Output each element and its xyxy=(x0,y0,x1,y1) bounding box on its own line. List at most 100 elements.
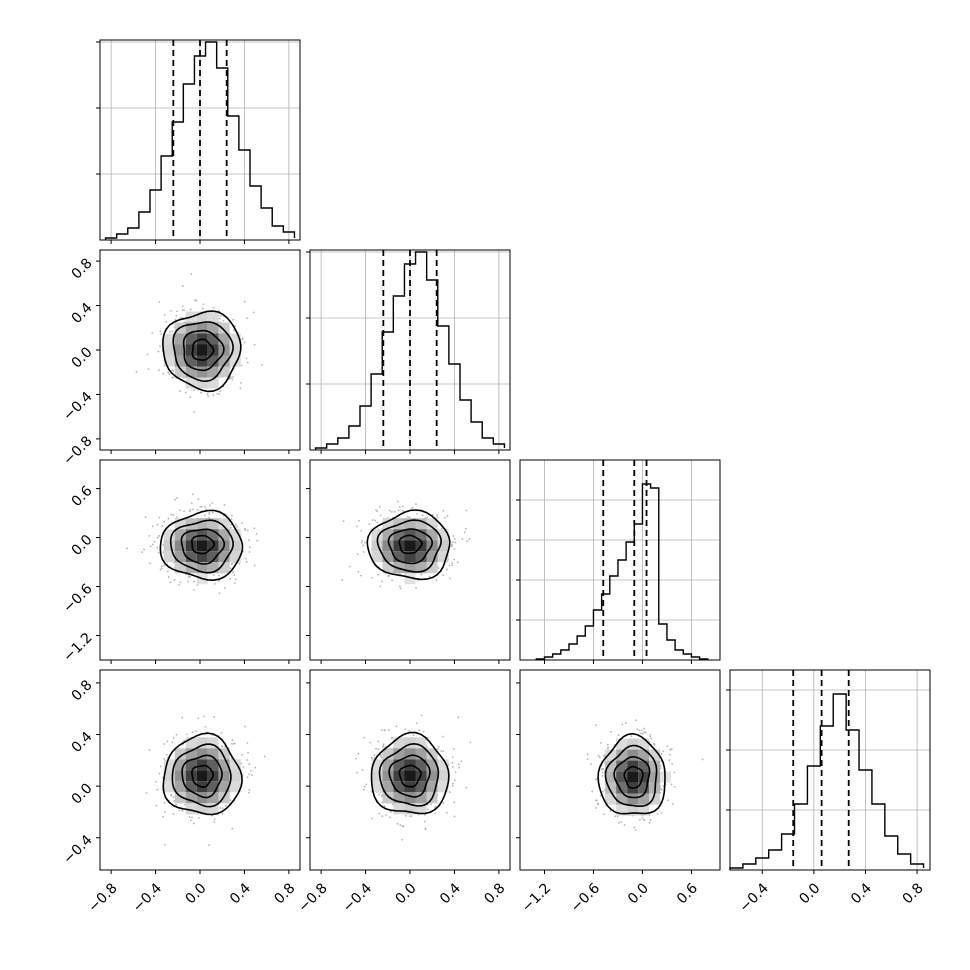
scatter-point xyxy=(246,361,249,364)
scatter-point xyxy=(233,574,236,576)
y-tick-label: 0.0 xyxy=(69,344,96,371)
y-tick-label: −0.4 xyxy=(60,389,95,424)
scatter-point xyxy=(167,517,170,520)
density-cell xyxy=(207,562,219,574)
scatter-point xyxy=(154,781,157,783)
scatter-point xyxy=(148,749,151,751)
panel-content xyxy=(355,714,472,841)
scatter-point xyxy=(246,529,249,532)
scatter-point xyxy=(436,514,438,517)
joint-panel-1-0 xyxy=(96,249,301,454)
scatter-point xyxy=(390,510,393,513)
density-cell xyxy=(196,518,208,530)
scatter-point xyxy=(348,565,351,568)
scatter-point xyxy=(363,785,366,788)
density-cell xyxy=(196,322,208,334)
scatter-point xyxy=(151,543,154,546)
density-cell xyxy=(649,749,661,761)
scatter-point xyxy=(231,827,234,830)
scatter-point xyxy=(653,742,655,745)
density-cell xyxy=(174,562,186,574)
scatter-point xyxy=(238,562,241,565)
y-tick-label: 0.4 xyxy=(69,300,96,327)
scatter-point xyxy=(248,773,251,776)
scatter-point xyxy=(365,783,368,786)
scatter-point xyxy=(401,824,404,827)
scatter-point xyxy=(431,513,434,516)
scatter-point xyxy=(454,771,457,774)
scatter-point xyxy=(416,512,418,515)
scatter-point xyxy=(231,742,233,745)
scatter-point xyxy=(179,317,181,320)
scatter-point xyxy=(395,725,398,728)
scatter-point xyxy=(251,774,253,777)
scatter-point xyxy=(158,301,161,303)
panel-content xyxy=(145,715,266,847)
x-tick-label: 0.4 xyxy=(437,880,464,907)
density-cell xyxy=(163,344,175,356)
scatter-point xyxy=(445,568,448,571)
scatter-point xyxy=(645,731,647,734)
density-cell xyxy=(616,760,628,772)
density-cell xyxy=(393,792,405,804)
density-cell xyxy=(185,792,197,804)
y-tick-label: 0.4 xyxy=(69,729,96,756)
density-cell xyxy=(649,793,661,805)
scatter-point xyxy=(380,755,383,758)
density-cell xyxy=(426,551,438,563)
scatter-point xyxy=(385,814,388,816)
scatter-point xyxy=(244,725,246,728)
contour-line xyxy=(597,732,666,815)
scatter-point xyxy=(174,318,177,321)
scatter-point xyxy=(415,722,418,725)
scatter-point xyxy=(218,317,221,320)
scatter-point xyxy=(641,729,643,732)
x-tick-label: 0.6 xyxy=(674,880,701,907)
scatter-point xyxy=(164,811,166,814)
scatter-point xyxy=(187,575,190,578)
scatter-point xyxy=(247,791,250,794)
panel-frame xyxy=(519,459,721,661)
density-cell xyxy=(382,529,394,541)
scatter-point xyxy=(595,799,598,802)
scatter-point xyxy=(599,794,602,797)
scatter-point xyxy=(231,571,234,574)
scatter-point xyxy=(208,513,211,516)
scatter-point xyxy=(672,803,675,805)
scatter-point xyxy=(360,574,362,577)
scatter-point xyxy=(141,551,144,554)
scatter-point xyxy=(617,734,620,736)
scatter-point xyxy=(380,795,383,798)
scatter-point xyxy=(218,574,220,577)
contours xyxy=(162,732,243,816)
scatter-point xyxy=(669,753,672,756)
density-cell xyxy=(196,748,208,760)
scatter-point xyxy=(163,743,166,745)
scatter-point xyxy=(659,765,662,767)
scatter-point xyxy=(192,493,194,496)
scatter-point xyxy=(246,317,249,320)
contour-line xyxy=(378,742,440,807)
scatter-point xyxy=(233,743,235,745)
density-cell xyxy=(404,748,416,760)
scatter-point xyxy=(398,585,401,588)
density-cell xyxy=(393,781,405,793)
scatter-point xyxy=(260,364,263,366)
scatter-point xyxy=(381,815,384,818)
density-cell xyxy=(404,737,416,749)
density-cell xyxy=(207,803,219,815)
scatter-point xyxy=(246,759,249,761)
density-cell xyxy=(616,804,628,816)
scatter-point xyxy=(171,330,174,333)
x-tick-label: 0.0 xyxy=(625,880,652,907)
density-cell xyxy=(185,759,197,771)
density-cell xyxy=(426,770,438,782)
scatter-point xyxy=(363,736,366,739)
scatter-point xyxy=(203,715,205,718)
density-cell xyxy=(163,333,175,345)
scatter-point xyxy=(443,516,446,519)
scatter-point xyxy=(418,729,421,732)
density-cell xyxy=(185,344,197,356)
contour-line xyxy=(159,509,244,582)
scatter-point xyxy=(159,765,162,768)
